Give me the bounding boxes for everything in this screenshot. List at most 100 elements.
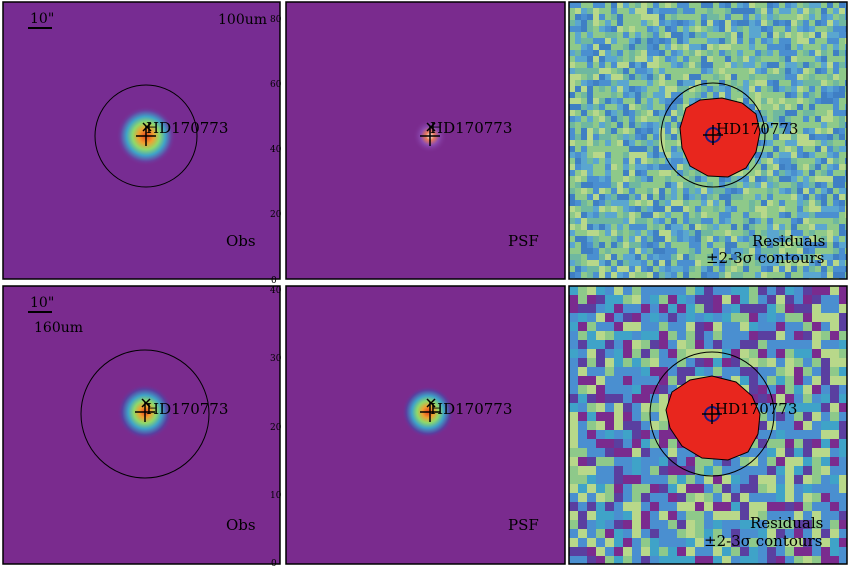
noise-pixel bbox=[623, 50, 629, 56]
noise-pixel bbox=[695, 206, 701, 212]
noise-pixel bbox=[791, 200, 797, 206]
noise-pixel bbox=[629, 2, 635, 8]
noise-pixel bbox=[821, 358, 830, 367]
noise-pixel bbox=[593, 86, 599, 92]
noise-pixel bbox=[659, 376, 668, 385]
noise-pixel bbox=[743, 266, 749, 272]
noise-pixel bbox=[629, 32, 635, 38]
noise-pixel bbox=[767, 212, 773, 218]
noise-pixel bbox=[773, 152, 779, 158]
noise-pixel bbox=[605, 385, 614, 394]
noise-pixel bbox=[713, 493, 722, 502]
noise-pixel bbox=[641, 2, 647, 8]
noise-pixel bbox=[632, 295, 641, 304]
noise-pixel bbox=[641, 26, 647, 32]
noise-pixel bbox=[725, 68, 731, 74]
noise-pixel bbox=[653, 188, 659, 194]
noise-pixel bbox=[599, 272, 605, 278]
noise-pixel bbox=[650, 439, 659, 448]
noise-pixel bbox=[797, 68, 803, 74]
noise-pixel bbox=[695, 272, 701, 278]
noise-pixel bbox=[569, 98, 575, 104]
noise-pixel bbox=[812, 340, 821, 349]
noise-pixel bbox=[587, 248, 593, 254]
noise-pixel bbox=[749, 92, 755, 98]
noise-pixel bbox=[641, 394, 650, 403]
noise-pixel bbox=[617, 128, 623, 134]
noise-pixel bbox=[599, 152, 605, 158]
noise-pixel bbox=[599, 14, 605, 20]
noise-pixel bbox=[785, 122, 791, 128]
noise-pixel bbox=[569, 385, 578, 394]
noise-pixel bbox=[845, 26, 847, 32]
noise-pixel bbox=[839, 206, 845, 212]
scale-bar-label: 10" bbox=[30, 11, 54, 27]
noise-pixel bbox=[683, 56, 689, 62]
noise-pixel bbox=[845, 80, 847, 86]
noise-pixel bbox=[665, 152, 671, 158]
noise-pixel bbox=[632, 466, 641, 475]
noise-pixel bbox=[617, 212, 623, 218]
noise-pixel bbox=[833, 230, 839, 236]
noise-pixel bbox=[671, 188, 677, 194]
noise-pixel bbox=[689, 50, 695, 56]
noise-pixel bbox=[749, 8, 755, 14]
noise-pixel bbox=[665, 8, 671, 14]
noise-pixel bbox=[803, 538, 812, 547]
noise-pixel bbox=[845, 254, 847, 260]
noise-pixel bbox=[569, 322, 578, 331]
noise-pixel bbox=[767, 349, 776, 358]
noise-pixel bbox=[668, 349, 677, 358]
noise-pixel bbox=[683, 68, 689, 74]
noise-pixel bbox=[677, 520, 686, 529]
noise-pixel bbox=[641, 86, 647, 92]
noise-pixel bbox=[794, 295, 803, 304]
noise-pixel bbox=[623, 304, 632, 313]
noise-pixel bbox=[773, 134, 779, 140]
noise-pixel bbox=[611, 20, 617, 26]
noise-pixel bbox=[827, 104, 833, 110]
noise-pixel bbox=[797, 260, 803, 266]
noise-pixel bbox=[587, 98, 593, 104]
noise-pixel bbox=[839, 248, 845, 254]
noise-pixel bbox=[605, 20, 611, 26]
noise-pixel bbox=[743, 176, 749, 182]
noise-pixel bbox=[683, 188, 689, 194]
noise-pixel bbox=[761, 62, 767, 68]
noise-pixel bbox=[614, 547, 623, 556]
noise-pixel bbox=[623, 313, 632, 322]
noise-pixel bbox=[581, 242, 587, 248]
star-label: HD170773 bbox=[430, 119, 512, 137]
noise-pixel bbox=[803, 56, 809, 62]
noise-pixel bbox=[695, 14, 701, 20]
noise-pixel bbox=[779, 98, 785, 104]
noise-pixel bbox=[773, 242, 779, 248]
noise-pixel bbox=[569, 38, 575, 44]
noise-pixel bbox=[632, 385, 641, 394]
noise-pixel bbox=[593, 110, 599, 116]
noise-pixel bbox=[695, 8, 701, 14]
noise-pixel bbox=[758, 412, 767, 421]
noise-pixel bbox=[731, 313, 740, 322]
noise-pixel bbox=[629, 212, 635, 218]
noise-pixel bbox=[761, 146, 767, 152]
noise-pixel bbox=[569, 92, 575, 98]
noise-pixel bbox=[791, 32, 797, 38]
noise-pixel bbox=[713, 358, 722, 367]
noise-pixel bbox=[665, 62, 671, 68]
noise-pixel bbox=[623, 538, 632, 547]
aperture-circle bbox=[80, 349, 210, 479]
noise-pixel bbox=[596, 331, 605, 340]
noise-pixel bbox=[707, 206, 713, 212]
noise-pixel bbox=[761, 260, 767, 266]
noise-pixel bbox=[791, 2, 797, 8]
noise-pixel bbox=[803, 313, 812, 322]
noise-pixel bbox=[635, 32, 641, 38]
noise-pixel bbox=[650, 484, 659, 493]
noise-pixel bbox=[803, 556, 812, 564]
noise-pixel bbox=[665, 194, 671, 200]
noise-pixel bbox=[740, 358, 749, 367]
noise-pixel bbox=[593, 212, 599, 218]
noise-pixel bbox=[779, 176, 785, 182]
noise-pixel bbox=[785, 134, 791, 140]
